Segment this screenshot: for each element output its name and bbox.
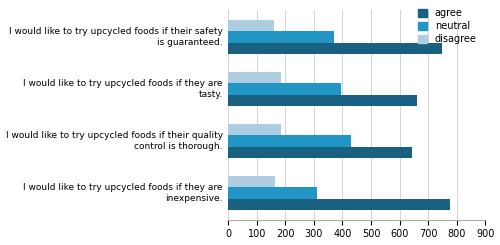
- Bar: [228, 187, 317, 199]
- Bar: [228, 147, 412, 158]
- Bar: [228, 95, 416, 106]
- Bar: [228, 135, 351, 147]
- Bar: [228, 176, 276, 187]
- Bar: [228, 83, 341, 95]
- Legend: agree, neutral, disagree: agree, neutral, disagree: [414, 4, 480, 48]
- Bar: [228, 20, 274, 31]
- Bar: [228, 43, 442, 54]
- Bar: [228, 31, 334, 43]
- Bar: [228, 72, 281, 83]
- Bar: [228, 124, 281, 135]
- Bar: [228, 199, 450, 210]
